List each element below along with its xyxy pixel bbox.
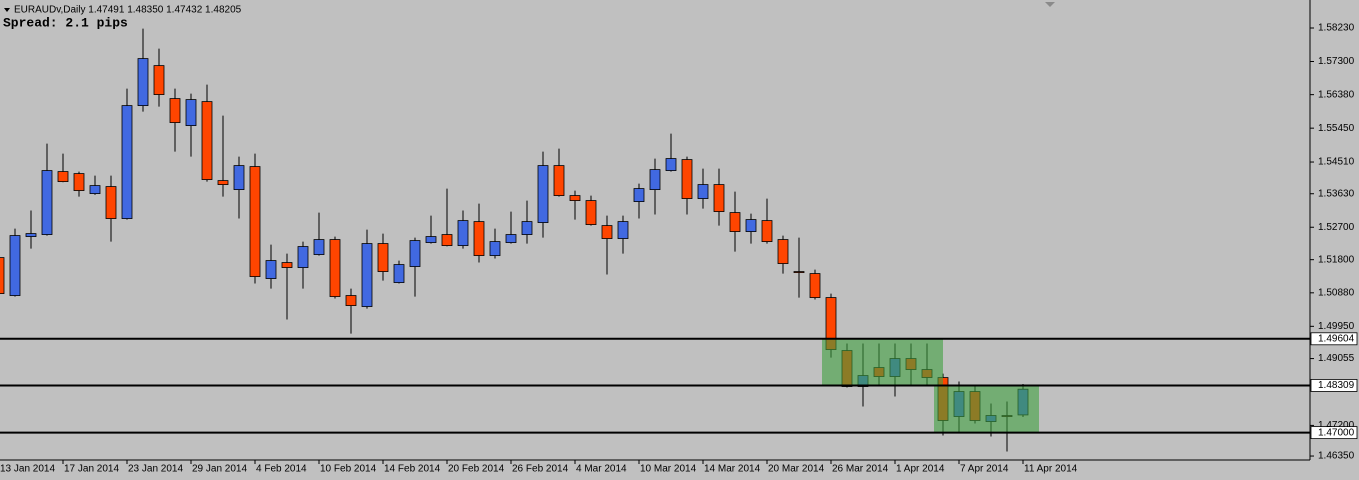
candle-body <box>377 243 389 272</box>
x-tick-label: 29 Jan 2014 <box>192 464 247 475</box>
x-tick-label: 17 Jan 2014 <box>64 464 119 475</box>
candle-body <box>617 221 629 239</box>
y-tick-label: 1.56380 <box>1318 89 1355 100</box>
x-tick-label: 10 Feb 2014 <box>320 464 377 475</box>
x-tick-label: 14 Feb 2014 <box>384 464 441 475</box>
x-tick-label: 13 Jan 2014 <box>0 464 55 475</box>
candle-body <box>185 99 197 127</box>
x-tick-label: 26 Feb 2014 <box>512 464 569 475</box>
level-label-box <box>1310 332 1358 346</box>
x-tick-label: 4 Feb 2014 <box>256 464 307 475</box>
candle-body <box>681 159 693 199</box>
candle-body <box>809 273 821 298</box>
candle-body <box>281 262 293 268</box>
candle-body <box>409 240 421 267</box>
candle-body <box>393 264 405 283</box>
candle-body <box>361 243 373 307</box>
candle-body <box>105 186 117 219</box>
candle-body <box>697 184 709 199</box>
candle-body <box>25 233 37 237</box>
x-tick-label: 10 Mar 2014 <box>640 464 697 475</box>
y-tick-label: 1.47200 <box>1318 420 1355 431</box>
x-tick-label: 1 Apr 2014 <box>896 464 945 475</box>
candle-body <box>569 195 581 201</box>
candle-body <box>265 260 277 279</box>
candle-body <box>745 219 757 232</box>
candle-body <box>665 158 677 171</box>
x-tick-label: 23 Jan 2014 <box>128 464 183 475</box>
candle-body <box>633 188 645 202</box>
candle-body <box>537 165 549 223</box>
candle-body <box>649 169 661 190</box>
y-tick-label: 1.55450 <box>1318 123 1355 134</box>
x-tick-label: 11 Apr 2014 <box>1024 464 1078 475</box>
candle-body <box>489 241 501 256</box>
candle-body <box>601 225 613 239</box>
candle-body <box>201 101 213 180</box>
candle-body <box>313 239 325 255</box>
candle-body <box>249 166 261 277</box>
candle-body <box>153 65 165 95</box>
candle-body <box>345 295 357 306</box>
y-tick-label: 1.57300 <box>1318 56 1355 67</box>
candle-body <box>217 180 229 185</box>
candle-body <box>41 170 53 235</box>
candle-body <box>441 234 453 246</box>
candle-body <box>521 221 533 235</box>
candle-body <box>73 173 85 191</box>
level-label: 1.48309 <box>1318 380 1355 391</box>
candle-body <box>329 239 341 297</box>
spread-label: Spread: 2.1 pips <box>3 15 128 30</box>
candle-body <box>761 220 773 242</box>
y-tick-label: 1.51800 <box>1318 254 1355 265</box>
candle-body <box>473 221 485 256</box>
x-tick-label: 26 Mar 2014 <box>832 464 889 475</box>
candle-body <box>9 235 21 296</box>
candle-body <box>169 98 181 123</box>
zone-box <box>934 385 1039 433</box>
scroll-marker <box>1045 2 1055 7</box>
candle-body <box>713 184 725 212</box>
chart-title: EURAUDv,Daily 1.47491 1.48350 1.47432 1.… <box>14 5 242 16</box>
candle-body <box>793 271 805 273</box>
level-label: 1.47000 <box>1318 427 1355 438</box>
zone-box <box>822 338 943 386</box>
x-tick-label: 20 Feb 2014 <box>448 464 505 475</box>
x-tick-label: 4 Mar 2014 <box>576 464 627 475</box>
x-tick-label: 20 Mar 2014 <box>768 464 825 475</box>
y-tick-label: 1.52700 <box>1318 222 1355 233</box>
x-tick-label: 14 Mar 2014 <box>704 464 761 475</box>
candle-body <box>553 165 565 196</box>
candle-body <box>777 239 789 264</box>
y-tick-label: 1.49055 <box>1318 353 1355 364</box>
menu-arrow <box>4 8 10 12</box>
candle-body <box>137 58 149 107</box>
level-label-box <box>1310 426 1358 440</box>
y-tick-label: 1.49950 <box>1318 321 1355 332</box>
candle-body <box>729 212 741 232</box>
candle-body <box>57 171 69 182</box>
candle-body <box>425 236 437 243</box>
level-label-box <box>1310 379 1358 392</box>
candle-body <box>457 220 469 246</box>
y-tick-label: 1.54510 <box>1318 157 1355 168</box>
candle-body <box>89 185 101 194</box>
candle-body <box>233 165 245 190</box>
candle-body <box>585 200 597 225</box>
y-tick-label: 1.46350 <box>1318 451 1355 462</box>
candle-body <box>0 257 5 294</box>
x-tick-label: 7 Apr 2014 <box>960 464 1009 475</box>
candle-body <box>297 246 309 268</box>
y-tick-label: 1.58230 <box>1318 23 1355 34</box>
candle-body <box>505 234 517 243</box>
level-label: 1.49604 <box>1318 333 1355 344</box>
y-tick-label: 1.50880 <box>1318 287 1355 298</box>
candle-body <box>121 105 133 219</box>
y-tick-label: 1.53630 <box>1318 188 1355 199</box>
